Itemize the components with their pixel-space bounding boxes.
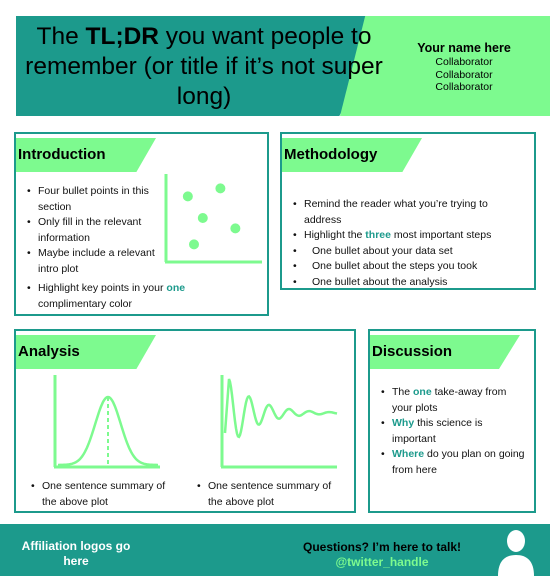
title-banner xyxy=(16,16,392,116)
analysis-panel: Analysis One sentence summary of the abo… xyxy=(14,329,356,513)
person-silhouette-icon xyxy=(498,530,534,576)
introduction-highlight: Highlight key points in your one complim… xyxy=(22,281,222,312)
scatter-point xyxy=(230,223,241,234)
poster-title: The TL;DR you want people to remember (o… xyxy=(25,23,383,110)
list-item: One bullet about the analysis xyxy=(288,275,528,291)
list-item: Maybe include a relevant intro plot xyxy=(22,246,158,277)
contact-prompt: Questions? I’m here to talk! xyxy=(302,540,462,554)
author-block: Your name here Collaborator Collaborator… xyxy=(404,40,524,94)
list-item: Only fill in the relevant information xyxy=(22,215,158,246)
list-item: Where do you plan on going from here xyxy=(376,447,526,478)
list-item: One sentence summary of the above plot xyxy=(26,479,178,510)
scatter-point xyxy=(197,213,208,223)
list-item: Why this science is important xyxy=(376,416,526,447)
introduction-heading: Introduction xyxy=(16,138,156,172)
analysis-caption-left: One sentence summary of the above plot xyxy=(26,479,178,510)
list-item: Remind the reader what you’re trying to … xyxy=(288,197,528,228)
methodology-panel: Methodology Remind the reader what you’r… xyxy=(280,132,536,290)
list-item: Highlight key points in your one complim… xyxy=(22,281,222,312)
list-item: One bullet about your data set xyxy=(288,244,528,260)
list-item: Four bullet points in this section xyxy=(22,184,158,215)
scatter-point xyxy=(215,183,226,194)
scatter-point xyxy=(189,239,199,250)
list-item: One sentence summary of the above plot xyxy=(192,479,344,510)
twitter-handle[interactable]: @twitter_handle xyxy=(335,555,429,569)
introduction-panel: Introduction Four bullet points in this … xyxy=(14,132,269,316)
collaborator: Collaborator xyxy=(435,81,493,93)
author-name: Your name here xyxy=(417,41,511,55)
collaborator: Collaborator xyxy=(435,56,493,68)
discussion-bullets: The one take-away from your plots Why th… xyxy=(376,385,526,478)
analysis-caption-right: One sentence summary of the above plot xyxy=(192,479,344,510)
gaussian-plot xyxy=(53,375,160,469)
analysis-heading: Analysis xyxy=(16,335,156,369)
discussion-heading: Discussion xyxy=(370,335,520,369)
scatter-point xyxy=(182,191,193,202)
author-banner xyxy=(340,16,550,116)
list-item: One bullet about the steps you took xyxy=(288,259,528,275)
methodology-heading: Methodology xyxy=(282,138,422,172)
discussion-panel: Discussion The one take-away from your p… xyxy=(368,329,536,513)
oscillation-curve xyxy=(223,378,338,439)
intro-scatter-plot xyxy=(164,174,262,264)
affiliation-logos: Affiliation logos go here xyxy=(21,539,131,568)
list-item: Highlight the three most important steps xyxy=(288,228,528,244)
damped-oscillation-plot xyxy=(220,375,338,469)
collaborator: Collaborator xyxy=(435,68,493,81)
list-item: The one take-away from your plots xyxy=(376,385,526,416)
footer-bar xyxy=(0,524,550,576)
methodology-bullets: Remind the reader what you’re trying to … xyxy=(288,197,528,290)
introduction-bullets: Four bullet points in this section Only … xyxy=(22,184,158,277)
